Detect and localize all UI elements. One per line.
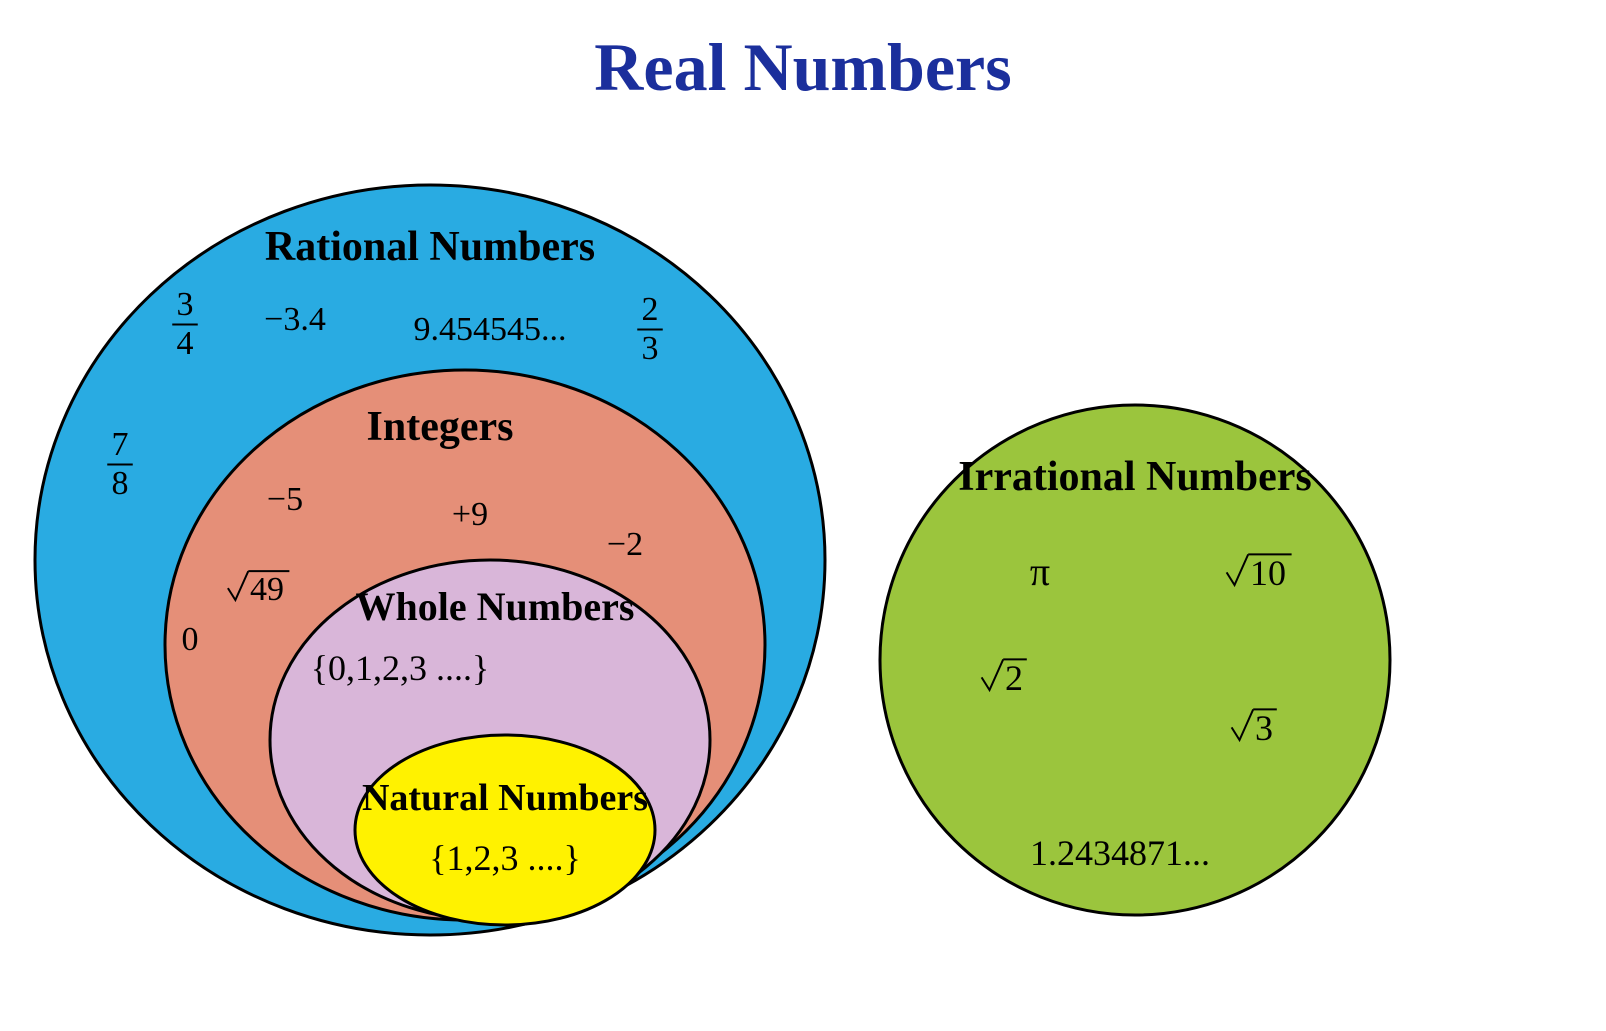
integers-heading: Integers: [367, 404, 514, 450]
value-plus-9: +9: [452, 496, 488, 533]
svg-text:49: 49: [250, 571, 284, 608]
natural-heading: Natural Numbers: [362, 777, 648, 819]
value-neg-5: −5: [267, 481, 303, 518]
natural-example: {1,2,3 ....}: [429, 838, 581, 878]
svg-text:2: 2: [1005, 658, 1023, 698]
whole-heading: Whole Numbers: [356, 584, 635, 629]
value-neg-2: −2: [607, 526, 643, 563]
svg-text:2: 2: [642, 291, 659, 328]
diagram-title: Real Numbers: [594, 29, 1011, 105]
svg-text:8: 8: [112, 465, 129, 502]
value-pi: π: [1030, 549, 1050, 594]
value-neg-3-4: −3.4: [264, 301, 326, 338]
svg-text:3: 3: [1255, 708, 1273, 748]
svg-text:3: 3: [642, 330, 659, 367]
value-repeating-decimal: 9.454545...: [414, 311, 567, 348]
svg-text:10: 10: [1250, 553, 1286, 593]
real-numbers-diagram: Real Numbers Rational Numbers Integers W…: [0, 0, 1606, 1031]
rational-heading: Rational Numbers: [265, 224, 595, 270]
natural-ellipse: [355, 735, 655, 925]
whole-example: {0,1,2,3 ....}: [311, 648, 490, 688]
svg-text:3: 3: [177, 286, 194, 323]
value-irrational-decimal: 1.2434871...: [1030, 833, 1210, 873]
svg-text:4: 4: [177, 325, 194, 362]
irrational-heading: Irrational Numbers: [958, 454, 1311, 500]
value-zero: 0: [182, 621, 199, 658]
svg-text:7: 7: [112, 426, 129, 463]
